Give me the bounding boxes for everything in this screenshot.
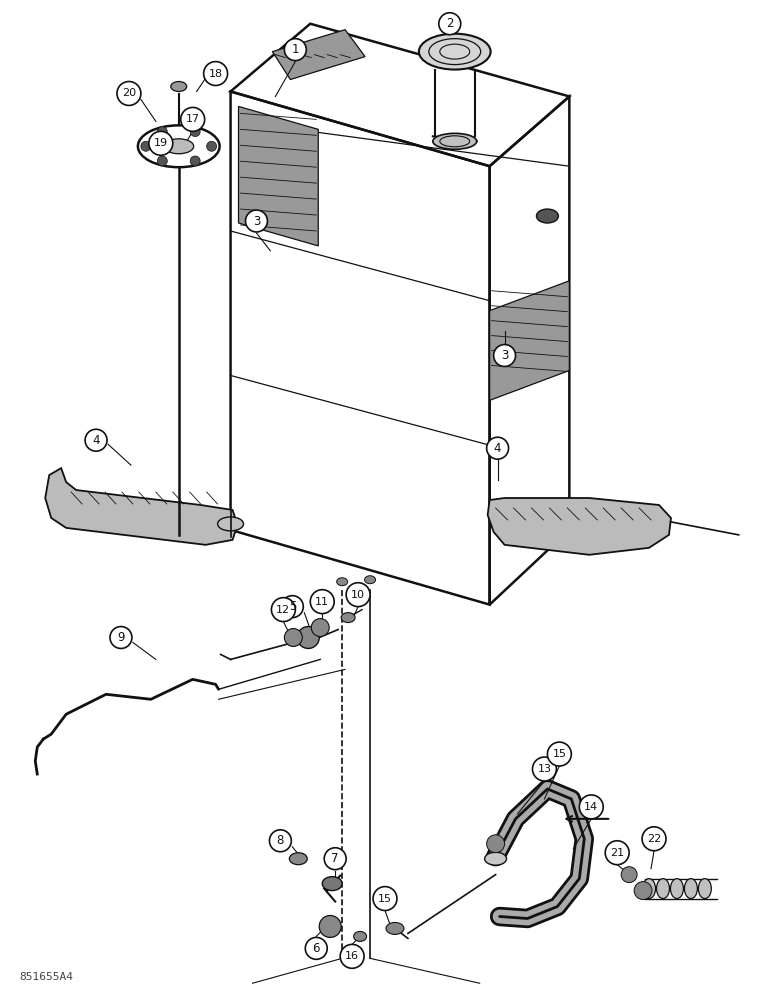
Text: 18: 18: [208, 69, 222, 79]
Ellipse shape: [419, 34, 491, 70]
Circle shape: [297, 627, 320, 648]
Text: 15: 15: [553, 749, 567, 759]
Circle shape: [272, 598, 296, 622]
Text: 7: 7: [331, 852, 339, 865]
Text: 1: 1: [292, 43, 299, 56]
Text: 3: 3: [501, 349, 508, 362]
Polygon shape: [489, 281, 569, 400]
Polygon shape: [46, 468, 238, 545]
Polygon shape: [239, 106, 318, 246]
Circle shape: [340, 944, 364, 968]
Circle shape: [579, 795, 603, 819]
Text: 10: 10: [351, 590, 365, 600]
Text: 13: 13: [537, 764, 551, 774]
Ellipse shape: [171, 82, 187, 91]
Circle shape: [305, 937, 327, 959]
Ellipse shape: [322, 877, 342, 891]
Polygon shape: [273, 30, 365, 80]
Circle shape: [320, 915, 341, 937]
Circle shape: [533, 757, 557, 781]
Text: 21: 21: [610, 848, 625, 858]
Circle shape: [438, 13, 461, 35]
Circle shape: [157, 156, 168, 166]
Text: 15: 15: [378, 894, 392, 904]
Circle shape: [284, 39, 306, 61]
Circle shape: [493, 345, 516, 366]
Circle shape: [110, 627, 132, 648]
Text: 17: 17: [185, 114, 200, 124]
Text: 4: 4: [93, 434, 100, 447]
Circle shape: [642, 827, 666, 851]
Circle shape: [311, 619, 329, 637]
Text: 6: 6: [313, 942, 320, 955]
Ellipse shape: [537, 209, 558, 223]
Text: 8: 8: [276, 834, 284, 847]
Circle shape: [141, 141, 151, 151]
Circle shape: [284, 629, 303, 646]
Circle shape: [621, 867, 637, 883]
Circle shape: [245, 210, 267, 232]
Circle shape: [281, 596, 303, 618]
Ellipse shape: [685, 879, 697, 899]
Ellipse shape: [485, 852, 506, 865]
Circle shape: [207, 141, 217, 151]
Circle shape: [190, 127, 200, 137]
Text: 11: 11: [315, 597, 329, 607]
Ellipse shape: [670, 879, 683, 899]
Ellipse shape: [699, 879, 711, 899]
Ellipse shape: [433, 133, 476, 149]
Circle shape: [117, 82, 141, 105]
Circle shape: [190, 156, 200, 166]
Circle shape: [149, 131, 173, 155]
Ellipse shape: [164, 139, 194, 154]
Circle shape: [157, 127, 168, 137]
Circle shape: [85, 429, 107, 451]
Circle shape: [373, 887, 397, 911]
Text: 851655A4: 851655A4: [19, 972, 73, 982]
Text: 9: 9: [117, 631, 125, 644]
Circle shape: [547, 742, 571, 766]
Text: 16: 16: [345, 951, 359, 961]
Ellipse shape: [337, 578, 347, 586]
Circle shape: [181, 107, 205, 131]
Text: 3: 3: [252, 215, 260, 228]
Circle shape: [346, 583, 370, 607]
Text: 22: 22: [647, 834, 661, 844]
Ellipse shape: [218, 517, 243, 531]
Circle shape: [204, 62, 228, 85]
Circle shape: [324, 848, 346, 870]
Ellipse shape: [642, 879, 655, 899]
Ellipse shape: [341, 613, 355, 623]
Ellipse shape: [290, 853, 307, 865]
Text: 14: 14: [584, 802, 598, 812]
Text: 4: 4: [494, 442, 501, 455]
Text: 20: 20: [122, 88, 136, 98]
Circle shape: [634, 882, 652, 900]
Circle shape: [486, 437, 509, 459]
Text: 12: 12: [276, 605, 290, 615]
Circle shape: [310, 590, 334, 614]
Ellipse shape: [386, 922, 404, 934]
Text: 19: 19: [154, 138, 168, 148]
Circle shape: [269, 830, 291, 852]
Circle shape: [486, 835, 505, 853]
Circle shape: [605, 841, 629, 865]
Text: 5: 5: [289, 600, 296, 613]
Polygon shape: [488, 498, 671, 555]
Ellipse shape: [354, 931, 367, 941]
Ellipse shape: [364, 576, 375, 584]
Text: 2: 2: [446, 17, 453, 30]
Ellipse shape: [656, 879, 669, 899]
